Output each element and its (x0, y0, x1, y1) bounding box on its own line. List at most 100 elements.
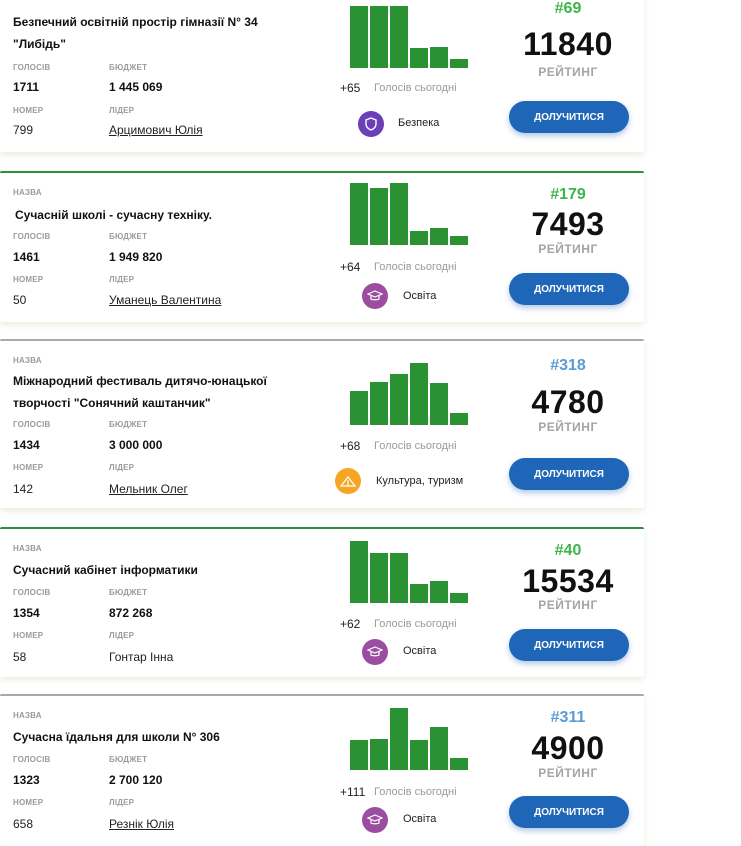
join-button[interactable]: ДОЛУЧИТИСЯ (509, 458, 629, 490)
budget-value: 1 949 820 (109, 250, 163, 264)
rating-label: РЕЙТИНГ (538, 420, 598, 434)
join-button[interactable]: ДОЛУЧИТИСЯ (509, 273, 629, 305)
shield-icon (358, 111, 384, 137)
vote-bar (410, 48, 428, 68)
name-label: НАЗВА (13, 356, 42, 365)
vote-bar (410, 584, 428, 603)
votes-today-count: +65 (340, 81, 361, 95)
rating-label: РЕЙТИНГ (538, 242, 598, 256)
vote-bar (450, 593, 468, 603)
vote-bar (410, 740, 428, 770)
votes-today-label: Голосів сьогодні (374, 618, 457, 630)
vote-bar (450, 413, 468, 425)
leader-link[interactable]: Мельник Олег (109, 482, 188, 496)
project-card: НАЗВА Міжнародний фестиваль дитячо-юнаць… (0, 339, 644, 508)
vote-bar (350, 541, 368, 603)
project-number: 58 (13, 650, 27, 664)
name-label: НАЗВА (13, 711, 42, 720)
vote-bar (450, 59, 468, 68)
number-label: НОМЕР (13, 463, 44, 472)
rating-value: 11840 (523, 26, 613, 62)
category-label: Культура, туризм (376, 475, 464, 487)
rating-value: 4900 (531, 730, 605, 766)
name-label: НАЗВА (13, 188, 42, 197)
votes-bar-chart (350, 183, 468, 245)
number-label: НОМЕР (13, 631, 44, 640)
project-title[interactable]: Сучасна їдальня для школи N° 306 (13, 730, 220, 744)
graduation-cap-icon (362, 283, 388, 309)
votes-label: ГОЛОСІВ (13, 588, 51, 597)
votes-value: 1711 (13, 80, 40, 94)
leader-label: ЛІДЕР (109, 463, 135, 472)
rank-number: #40 (554, 542, 582, 559)
leader-label: ЛІДЕР (109, 798, 135, 807)
rank-number: #69 (554, 0, 582, 17)
votes-today-label: Голосів сьогодні (374, 440, 457, 452)
vote-bar (370, 553, 388, 603)
project-card: НАЗВА Сучасній школі - сучасну техніку. … (0, 171, 644, 322)
votes-today-count: +68 (340, 439, 361, 453)
budget-label: БЮДЖЕТ (109, 755, 148, 764)
vote-bar (390, 6, 408, 68)
join-button[interactable]: ДОЛУЧИТИСЯ (509, 629, 629, 661)
budget-value: 1 445 069 (109, 80, 163, 94)
category-label: Освіта (403, 813, 437, 825)
category-label: Освіта (403, 290, 437, 302)
leader-link[interactable]: Уманець Валентина (109, 293, 222, 307)
rating-value: 7493 (531, 206, 605, 242)
votes-value: 1354 (13, 606, 40, 620)
leader-label: ЛІДЕР (109, 106, 135, 115)
votes-bar-chart (350, 708, 468, 770)
votes-bar-chart (350, 6, 468, 68)
project-title[interactable]: Сучасний кабінет інформатики (13, 563, 198, 577)
leader-name: Гонтар Інна (109, 650, 174, 664)
tent-icon (335, 468, 361, 494)
graduation-cap-icon (362, 807, 388, 833)
graduation-cap-icon (362, 639, 388, 665)
budget-label: БЮДЖЕТ (109, 588, 148, 597)
rank-number: #179 (550, 186, 586, 203)
rating-value: 15534 (522, 563, 614, 599)
join-button[interactable]: ДОЛУЧИТИСЯ (509, 101, 629, 133)
join-button[interactable]: ДОЛУЧИТИСЯ (509, 796, 629, 828)
vote-bar (430, 47, 448, 68)
leader-link[interactable]: Арцимович Юлія (109, 123, 203, 137)
vote-bar (370, 739, 388, 770)
number-label: НОМЕР (13, 275, 44, 284)
vote-bar (430, 581, 448, 603)
rating-label: РЕЙТИНГ (538, 598, 598, 612)
votes-value: 1461 (13, 250, 40, 264)
votes-label: ГОЛОСІВ (13, 232, 51, 241)
votes-value: 1434 (13, 438, 40, 452)
vote-bar (370, 188, 388, 245)
budget-value: 2 700 120 (109, 773, 163, 787)
project-title[interactable]: Міжнародний фестиваль дитячо-юнацької тв… (13, 374, 267, 410)
votes-bar-chart (350, 363, 468, 425)
votes-bar-chart (350, 541, 468, 603)
votes-today-count: +62 (340, 617, 361, 631)
name-label: НАЗВА (13, 544, 42, 553)
project-title[interactable]: Безпечний освітній простір гімназії N° 3… (13, 15, 258, 51)
project-title[interactable]: Сучасній школі - сучасну техніку. (15, 208, 212, 222)
votes-label: ГОЛОСІВ (13, 755, 51, 764)
rating-label: РЕЙТИНГ (538, 65, 598, 79)
leader-label: ЛІДЕР (109, 275, 135, 284)
votes-today-label: Голосів сьогодні (374, 82, 457, 94)
budget-label: БЮДЖЕТ (109, 232, 148, 241)
vote-bar (390, 183, 408, 245)
rating-label: РЕЙТИНГ (538, 766, 598, 780)
vote-bar (430, 727, 448, 770)
leader-label: ЛІДЕР (109, 631, 135, 640)
votes-value: 1323 (13, 773, 40, 787)
project-card: НАЗВА Сучасна їдальня для школи N° 306 Г… (0, 694, 644, 846)
vote-bar (390, 374, 408, 425)
project-number: 50 (13, 293, 27, 307)
vote-bar (350, 740, 368, 770)
project-number: 658 (13, 817, 34, 831)
leader-link[interactable]: Резнік Юлія (109, 817, 175, 831)
votes-today-count: +111 (340, 785, 366, 799)
vote-bar (430, 383, 448, 425)
budget-value: 3 000 000 (109, 438, 163, 452)
rating-value: 4780 (531, 384, 605, 420)
votes-label: ГОЛОСІВ (13, 63, 51, 72)
